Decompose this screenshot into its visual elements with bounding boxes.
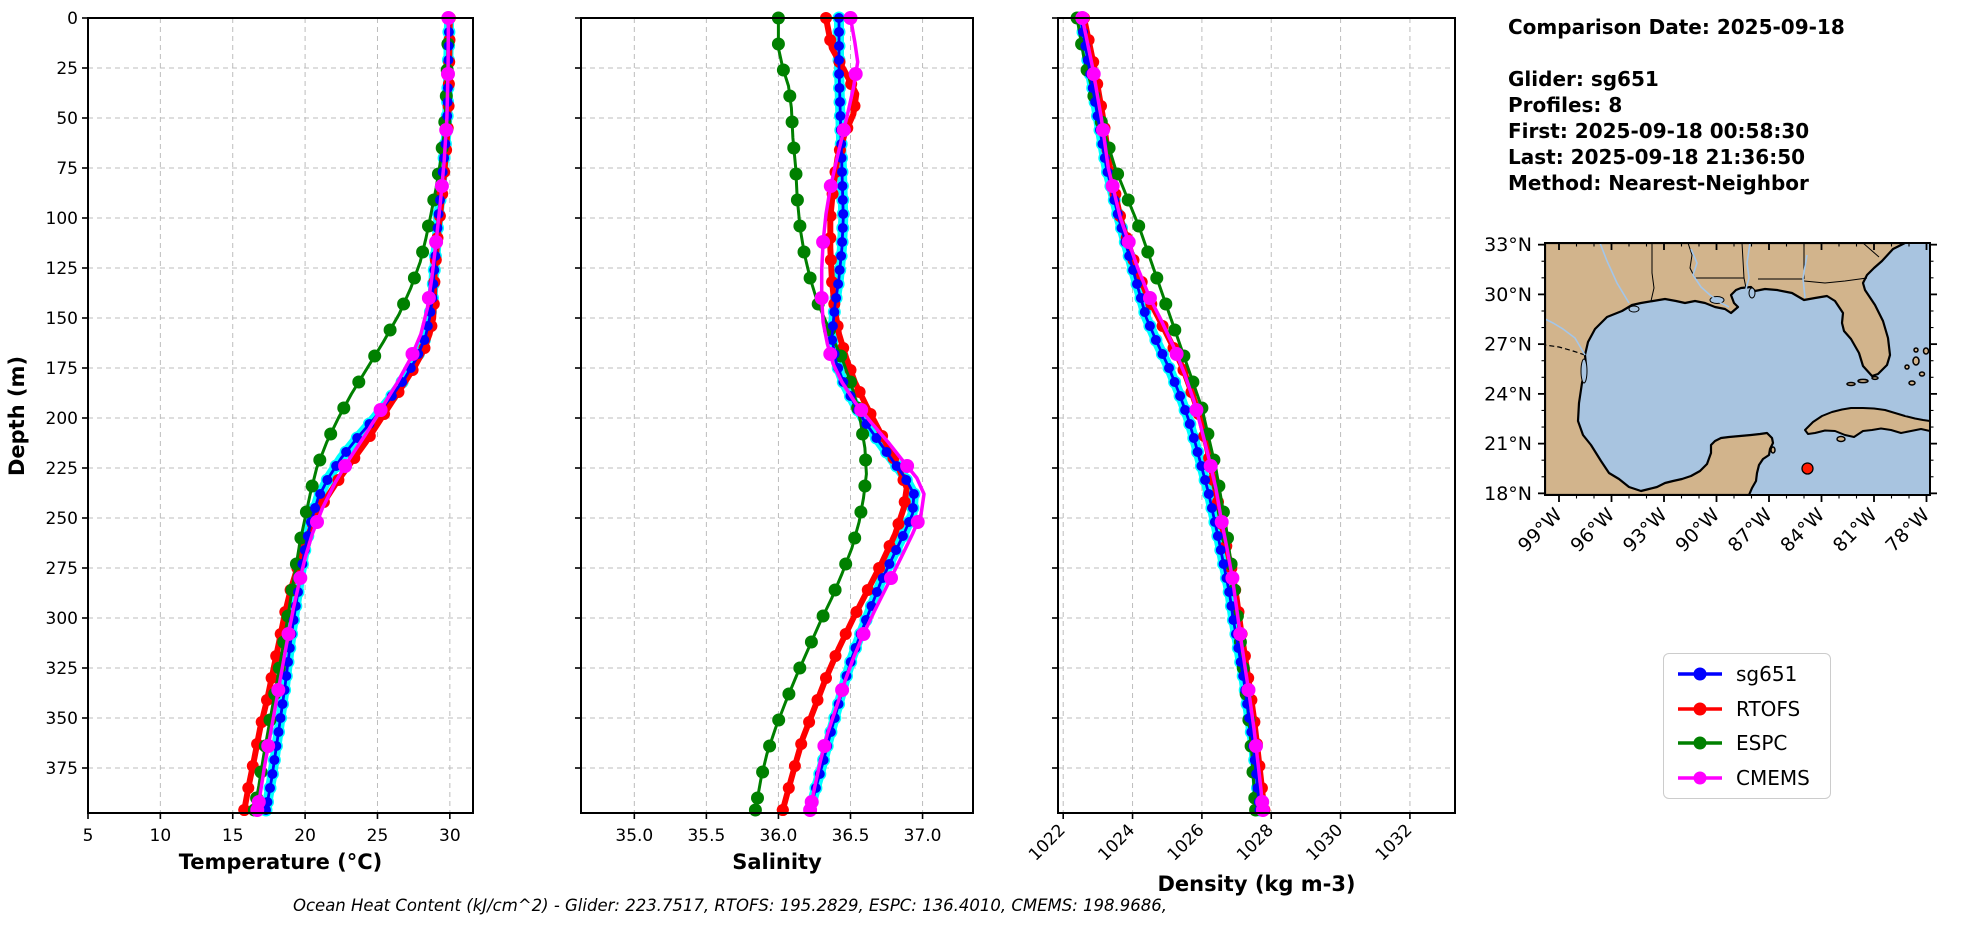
legend-line-icon <box>1678 702 1722 716</box>
svg-text:25: 25 <box>367 826 389 846</box>
density-plot-xlabel: Density (kg m-3) <box>1157 872 1355 896</box>
salinity-plot-xlabel: Salinity <box>732 850 822 874</box>
legend-label: CMEMS <box>1736 765 1810 790</box>
svg-text:1022: 1022 <box>1025 820 1070 865</box>
legend-item-rtofs: RTOFS <box>1676 697 1818 721</box>
svg-text:275: 275 <box>46 559 78 579</box>
legend-line-icon <box>1678 736 1722 750</box>
svg-text:36.5: 36.5 <box>832 826 870 846</box>
map-lat-label: 30°N <box>1484 284 1532 306</box>
legend: sg651 RTOFS ESPC CMEMS <box>1663 653 1831 799</box>
legend-line-icon <box>1678 667 1722 681</box>
map-cuba <box>1804 407 1930 438</box>
svg-text:150: 150 <box>46 309 78 329</box>
svg-text:200: 200 <box>46 409 78 429</box>
svg-text:35.0: 35.0 <box>615 826 653 846</box>
map-lon-label: 81°W <box>1829 504 1882 557</box>
legend-item-cmems: CMEMS <box>1676 766 1818 790</box>
svg-text:25: 25 <box>56 59 78 79</box>
svg-text:350: 350 <box>46 709 78 729</box>
map-lat-label: 33°N <box>1484 234 1532 256</box>
map-lon-label: 96°W <box>1566 504 1619 557</box>
map-lat-label: 27°N <box>1484 334 1532 356</box>
map-lon-label: 87°W <box>1724 504 1777 557</box>
legend-label: RTOFS <box>1736 696 1801 721</box>
map-lat-label: 21°N <box>1484 433 1532 455</box>
legend-line-icon <box>1678 771 1722 785</box>
legend-item-sg651: sg651 <box>1676 662 1818 686</box>
temperature-plot: 5 10 15 20 25 3002550751001251501752002252502… <box>46 9 474 874</box>
legend-label: ESPC <box>1736 731 1788 756</box>
svg-text:20: 20 <box>294 826 316 846</box>
gulf-of-mexico-map: 33°N 30°N 27°N 24°N 21°N 18°N99°W 96°W 93°W 90°W… <box>1484 234 1937 557</box>
glider-location-marker <box>1801 462 1814 475</box>
comparison-date-line: Comparison Date: 2025-09-18 <box>1508 15 1845 39</box>
glider-line: Glider: sg651 <box>1508 67 1659 91</box>
svg-text:375: 375 <box>46 759 78 779</box>
last-line: Last: 2025-09-18 21:36:50 <box>1508 145 1806 169</box>
method-line: Method: Nearest-Neighbor <box>1508 171 1809 195</box>
svg-text:5: 5 <box>83 826 94 846</box>
map-lon-label: 84°W <box>1776 504 1829 557</box>
first-line: First: 2025-09-18 00:58:30 <box>1508 119 1810 143</box>
depth-axis-label: Depth (m) <box>5 356 29 476</box>
salinity-plot: 35.0 35.5 36.0 36.5 37.0 Salinity <box>575 11 974 874</box>
svg-text:250: 250 <box>46 509 78 529</box>
map-lon-label: 90°W <box>1671 504 1724 557</box>
map-lon-label: 93°W <box>1619 504 1672 557</box>
svg-text:325: 325 <box>46 659 78 679</box>
map-lat-label: 18°N <box>1484 483 1532 505</box>
svg-text:300: 300 <box>46 609 78 629</box>
svg-text:1028: 1028 <box>1233 820 1278 865</box>
svg-text:50: 50 <box>56 109 78 129</box>
map-land <box>1545 243 1907 495</box>
map-lat-label: 24°N <box>1484 383 1532 405</box>
map-lon-label: 78°W <box>1881 504 1934 557</box>
ocean-heat-content-footer: Ocean Heat Content (kJ/cm^2) - Glider: 2… <box>292 896 1167 915</box>
temperature-plot-xlabel: Temperature (°C) <box>179 850 382 874</box>
svg-text:30: 30 <box>439 826 461 846</box>
svg-text:1024: 1024 <box>1094 820 1139 865</box>
svg-text:37.0: 37.0 <box>904 826 942 846</box>
svg-text:10: 10 <box>150 826 172 846</box>
svg-text:225: 225 <box>46 459 78 479</box>
legend-item-espc: ESPC <box>1676 731 1818 755</box>
info-gap <box>1508 40 1845 66</box>
info-panel: Comparison Date: 2025-09-18 Glider: sg65… <box>1508 14 1845 196</box>
svg-text:125: 125 <box>46 259 78 279</box>
svg-text:1026: 1026 <box>1164 820 1209 865</box>
svg-text:1032: 1032 <box>1372 820 1417 865</box>
legend-label: sg651 <box>1736 662 1798 686</box>
profiles-line: Profiles: 8 <box>1508 93 1623 117</box>
svg-text:175: 175 <box>46 359 78 379</box>
density-plot: 1022 1024 1026 1028 1030 1032 Density (kg m-3) <box>1025 11 1456 896</box>
svg-text:1030: 1030 <box>1302 820 1347 865</box>
svg-text:36.0: 36.0 <box>760 826 798 846</box>
svg-text:75: 75 <box>56 159 78 179</box>
svg-text:15: 15 <box>222 826 244 846</box>
map-lon-label: 99°W <box>1514 504 1567 557</box>
svg-text:35.5: 35.5 <box>687 826 725 846</box>
svg-text:0: 0 <box>67 9 78 29</box>
svg-text:100: 100 <box>46 209 78 229</box>
